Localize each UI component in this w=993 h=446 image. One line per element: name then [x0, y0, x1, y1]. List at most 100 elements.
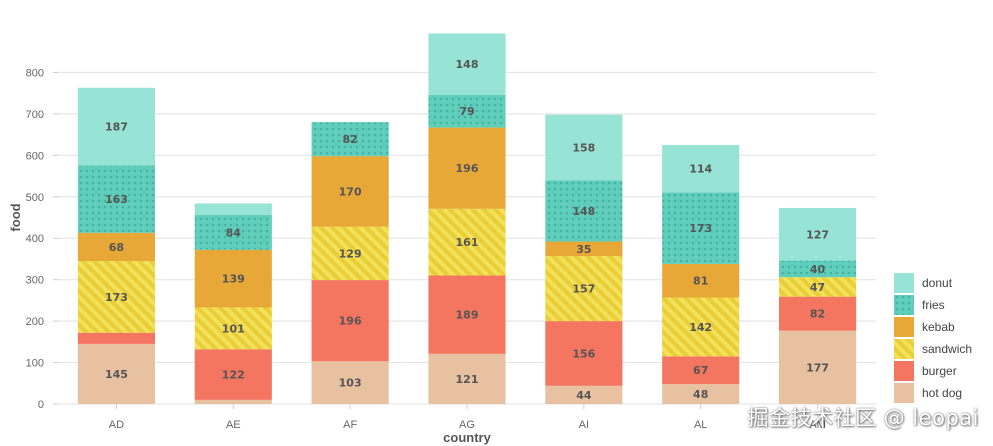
bar-segment-burger[interactable]	[77, 332, 155, 344]
legend-swatch-donut[interactable]	[894, 273, 914, 293]
data-label: 158	[572, 141, 595, 154]
bar-segment-hot-dog[interactable]	[779, 330, 857, 404]
legend-label[interactable]: hot dog	[922, 386, 962, 400]
data-label: 114	[689, 163, 712, 176]
bar-segment-fries[interactable]	[779, 260, 857, 278]
bar-segment-hot-dog[interactable]	[545, 385, 623, 404]
data-label: 196	[339, 315, 362, 328]
data-label: 103	[339, 377, 362, 390]
data-label: 187	[105, 121, 128, 134]
bar-segment-burger[interactable]	[545, 321, 623, 386]
data-label: 129	[339, 247, 362, 260]
legend-swatch-sandwich[interactable]	[894, 339, 914, 359]
y-tick-label: 500	[26, 192, 44, 204]
bar-segment-burger[interactable]	[311, 280, 389, 362]
x-tick-label: AE	[226, 419, 241, 431]
bar-segment-donut[interactable]	[662, 144, 740, 193]
x-tick-label: AI	[579, 419, 589, 431]
bar-segment-kebab[interactable]	[77, 232, 155, 262]
bar-segment-donut[interactable]	[545, 114, 623, 181]
bar-segment-donut[interactable]	[428, 33, 506, 95]
bar-segment-kebab[interactable]	[311, 156, 389, 227]
data-label: 84	[226, 226, 242, 239]
bar-segment-burger[interactable]	[194, 349, 272, 400]
data-label: 173	[105, 291, 128, 304]
x-axis: AD AE AF AG AI AL AM	[109, 404, 826, 431]
y-tick-label: 400	[26, 233, 44, 245]
data-label: 81	[693, 275, 708, 288]
legend: donut fries kebab sandwich burger hot dog	[894, 273, 972, 403]
legend-swatch-fries[interactable]	[894, 295, 914, 315]
bar-segment-sandwich[interactable]	[428, 208, 506, 276]
data-label: 142	[689, 321, 712, 334]
legend-label[interactable]: kebab	[922, 320, 955, 334]
data-label: 44	[576, 389, 592, 402]
bar-segment-kebab[interactable]	[662, 263, 740, 298]
legend-swatch-burger[interactable]	[894, 361, 914, 381]
y-tick-label: 700	[26, 109, 44, 121]
bar-segment-sandwich[interactable]	[77, 261, 155, 333]
legend-label[interactable]: donut	[922, 276, 953, 290]
x-tick-label: AL	[694, 419, 707, 431]
y-tick-label: 300	[26, 275, 44, 287]
data-label: 170	[339, 185, 362, 198]
bar-segment-kebab[interactable]	[428, 127, 506, 209]
data-label: 82	[342, 133, 357, 146]
data-label: 157	[572, 283, 595, 296]
data-label: 196	[456, 162, 479, 175]
bar-segment-sandwich[interactable]	[311, 226, 389, 281]
bar-segment-sandwich[interactable]	[662, 297, 740, 357]
bar-segment-hot-dog[interactable]	[77, 343, 155, 404]
bar-segment-kebab[interactable]	[545, 241, 623, 257]
data-label: 139	[222, 273, 245, 286]
bar-segment-fries[interactable]	[545, 180, 623, 242]
bar-segment-burger[interactable]	[779, 296, 857, 331]
bar-segment-hot-dog[interactable]	[311, 361, 389, 404]
bar-segment-donut[interactable]	[779, 207, 857, 261]
data-label: 173	[689, 222, 712, 235]
bar-segment-kebab[interactable]	[194, 249, 272, 308]
data-label: 145	[105, 368, 128, 381]
bar-segment-hot-dog[interactable]	[194, 399, 272, 404]
bar-segment-burger[interactable]	[428, 275, 506, 354]
bar-segment-sandwich[interactable]	[194, 307, 272, 350]
bar-segment-sandwich[interactable]	[779, 277, 857, 297]
bar-segment-fries[interactable]	[428, 94, 506, 128]
x-tick-label: AG	[459, 419, 475, 431]
legend-swatch-hot-dog[interactable]	[894, 383, 914, 403]
bar-segment-donut[interactable]	[77, 87, 155, 166]
data-label: 67	[693, 364, 708, 377]
data-label: 161	[456, 236, 479, 249]
y-tick-label: 200	[26, 316, 44, 328]
data-labels: 145 173 68 163 187 122 101 139 84 103 196 129 170 82 1…	[105, 58, 829, 402]
x-tick-label: AM	[809, 419, 826, 431]
bar-segment-sandwich[interactable]	[545, 256, 623, 322]
y-tick-label: 800	[26, 67, 44, 79]
x-tick-label: AD	[109, 419, 124, 431]
legend-swatch-kebab[interactable]	[894, 317, 914, 337]
bar-segment-hot-dog[interactable]	[428, 353, 506, 404]
data-label: 101	[222, 322, 245, 335]
data-label: 156	[572, 347, 595, 360]
bar-segment-fries[interactable]	[662, 192, 740, 264]
watermark: 掘金技术社区 @ leopai	[747, 406, 979, 430]
data-label: 82	[810, 308, 825, 321]
bar-segment-donut[interactable]	[194, 203, 272, 216]
data-label: 122	[222, 369, 245, 382]
legend-label[interactable]: fries	[922, 298, 945, 312]
bar-segment-hot-dog[interactable]	[662, 384, 740, 404]
bar-segment-fries[interactable]	[194, 215, 272, 250]
data-label: 68	[109, 241, 124, 254]
x-tick-label: AF	[343, 419, 357, 431]
y-tick-label: 0	[38, 399, 44, 411]
data-label: 79	[459, 105, 474, 118]
y-axis: 0 100 200 300 400 500 600 700 800	[26, 67, 58, 411]
legend-label[interactable]: burger	[922, 364, 957, 378]
bar-segment-fries[interactable]	[77, 165, 155, 233]
y-tick-label: 600	[26, 150, 44, 162]
legend-label[interactable]: sandwich	[922, 342, 972, 356]
y-axis-title: food	[8, 203, 23, 231]
bar-segment-fries[interactable]	[311, 122, 389, 157]
y-tick-label: 100	[26, 358, 44, 370]
bar-segment-burger[interactable]	[662, 356, 740, 385]
